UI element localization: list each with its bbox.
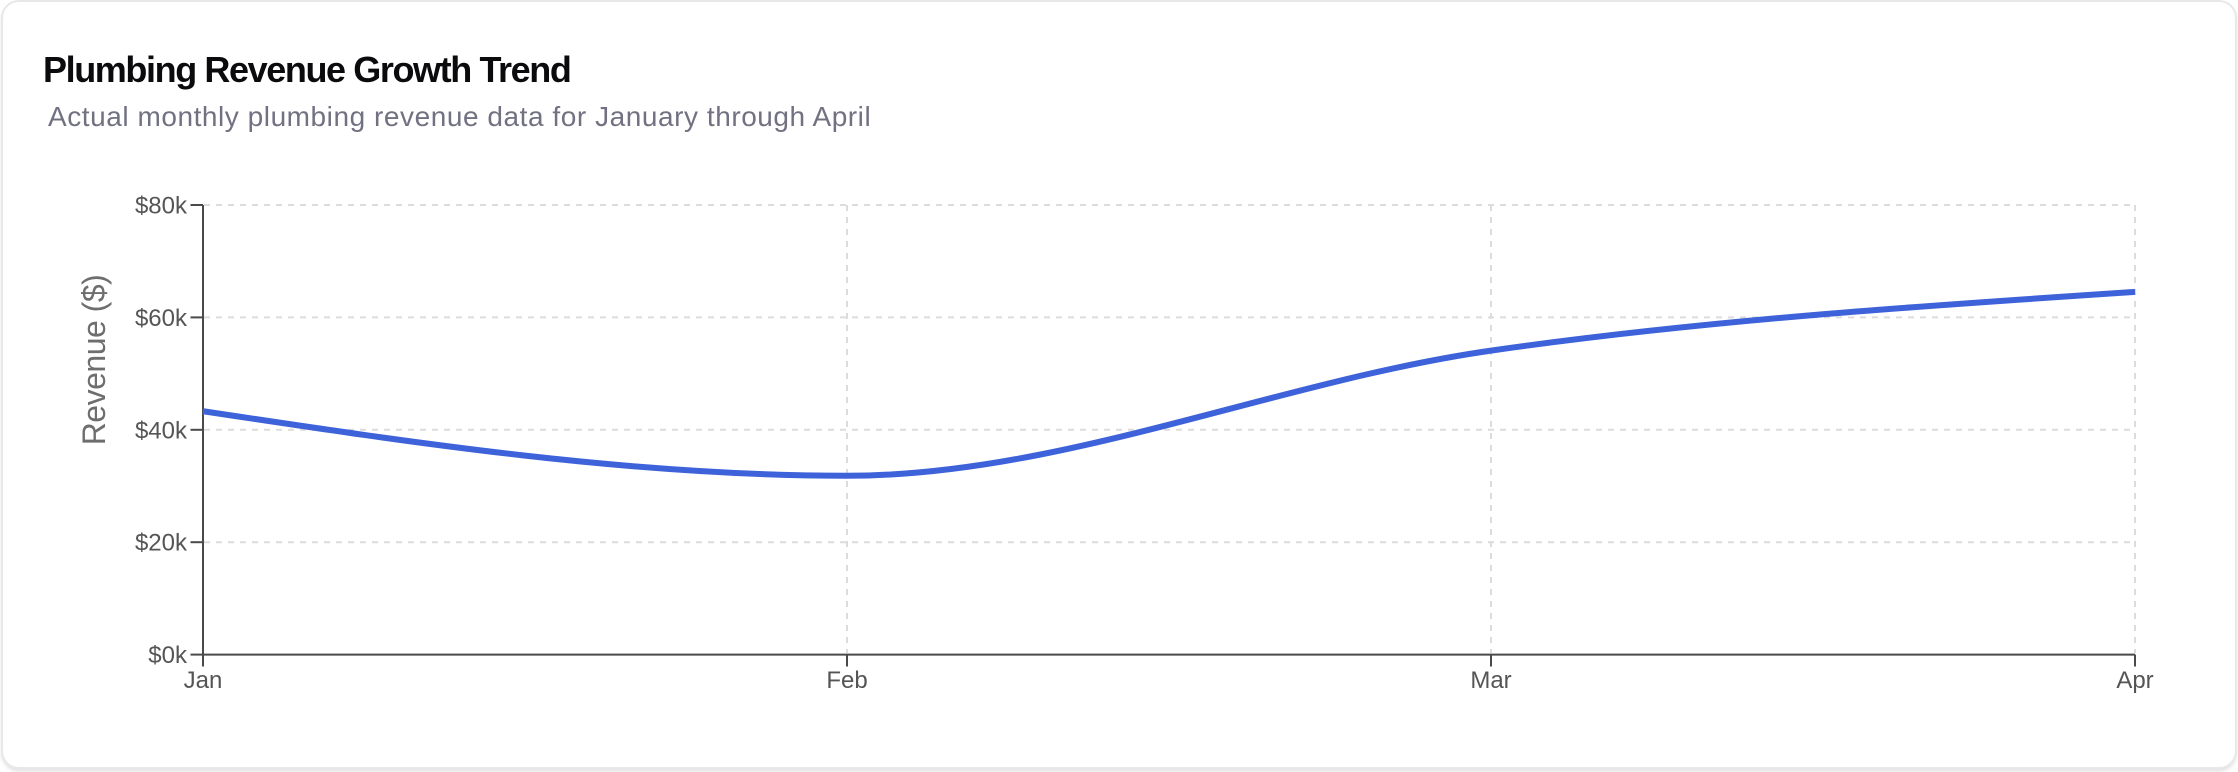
- svg-text:Mar: Mar: [1470, 667, 1511, 694]
- svg-text:Revenue ($): Revenue ($): [76, 275, 112, 446]
- svg-text:Apr: Apr: [2116, 667, 2153, 694]
- svg-text:$60k: $60k: [135, 305, 188, 332]
- svg-text:$20k: $20k: [135, 530, 188, 557]
- svg-text:$40k: $40k: [135, 417, 188, 444]
- svg-text:Feb: Feb: [826, 667, 867, 694]
- svg-text:$80k: $80k: [135, 193, 188, 220]
- svg-text:$0k: $0k: [148, 642, 188, 669]
- svg-text:Jan: Jan: [184, 667, 223, 694]
